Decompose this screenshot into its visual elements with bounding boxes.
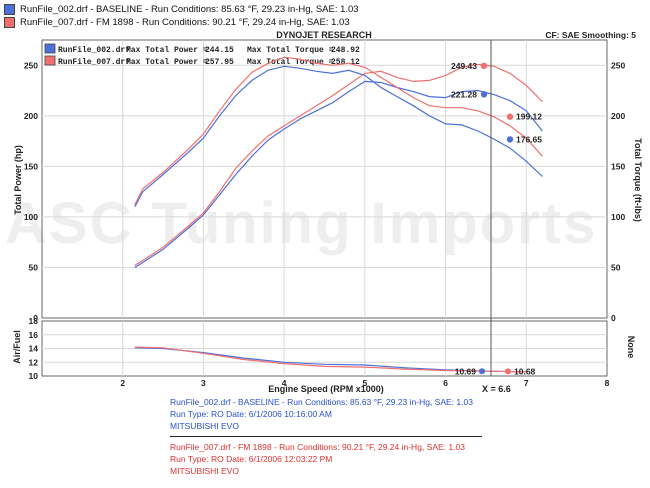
max-box-red-torque-label: Max Total Torque = (247, 58, 334, 67)
red-swatch (4, 16, 15, 28)
y-tick-afr: 14 (29, 344, 39, 354)
x-axis-title: Engine Speed (RPM x1000) (268, 384, 384, 394)
max-box-blue-power-label: Max Total Power = (126, 46, 208, 55)
y-tick-afr: 12 (29, 357, 39, 367)
y-tick-torque: 50 (611, 262, 621, 272)
cursor-marker (480, 91, 488, 98)
afr-cursor-value-label: 10.69 (455, 366, 477, 376)
red-afr-line (134, 346, 527, 373)
max-box-red-torque: 258.12 (331, 58, 360, 67)
x-tick: 2 (120, 378, 125, 388)
afr-cursor-value-label: 10.68 (514, 366, 536, 376)
y-axis-title-afr: Air/Fuel (12, 330, 22, 364)
max-box-red-power: 257.95 (205, 58, 234, 67)
main-plot-frame (41, 39, 608, 319)
x-tick: 6 (443, 378, 448, 388)
x-tick: 5 (362, 378, 367, 388)
blue-swatch (4, 3, 15, 15)
x-tick: 4 (282, 378, 287, 388)
x-tick: 3 (201, 378, 206, 388)
cursor-marker (506, 136, 514, 143)
y-tick-power: 0 (33, 313, 38, 323)
y-tick-torque: 100 (611, 212, 625, 222)
max-box-blue-file: RunFile_002.drf (58, 46, 130, 55)
y-tick-power: 200 (24, 111, 38, 121)
header-run-red: RunFile_007.drf - FM 1898 - Run Conditio… (4, 16, 350, 28)
cursor-value-label: 199.12 (516, 112, 542, 122)
y-axis-title-power: Total Power (hp) (13, 145, 23, 215)
y-tick-torque: 0 (611, 313, 616, 323)
y-tick-power: 150 (24, 161, 38, 171)
blue-torque-line (134, 65, 543, 208)
y-tick-power: 250 (24, 60, 38, 70)
afr-cursor-marker (505, 368, 511, 375)
y-axis-title-none: None (626, 336, 636, 359)
y-tick-torque: 250 (611, 60, 625, 70)
y-tick-torque: 200 (611, 111, 625, 121)
y-tick-torque: 150 (611, 161, 625, 171)
watermark-text: ASC Tuning Imports (5, 191, 597, 256)
header-run-red-text: RunFile_007.drf - FM 1898 - Run Conditio… (20, 16, 350, 28)
y-tick-afr: 10 (29, 371, 39, 381)
blue-power-line (134, 80, 543, 269)
max-box-blue: RunFile_002.drf Max Total Power = 244.15… (44, 43, 360, 55)
max-box-blue-torque-label: Max Total Torque = (247, 46, 334, 55)
max-box-red: RunFile_007.drf Max Total Power = 257.95… (44, 55, 360, 67)
cursor-value-label: 176.65 (516, 134, 542, 144)
run-info-red-line-3: MITSUBISHI EVO (170, 466, 239, 476)
red-torque-line (134, 56, 543, 206)
y-tick-power: 50 (29, 262, 39, 272)
max-box-red-file: RunFile_007.drf (58, 58, 130, 67)
cursor-marker (506, 113, 514, 120)
run-info-red-line-1: RunFile_007.drf - FM 1898 - Run Conditio… (170, 442, 465, 452)
run-info-blue-line-1: RunFile_002.drf - BASELINE - Run Conditi… (170, 397, 473, 407)
cursor-label: X = 6.6 (482, 384, 511, 394)
red-power-line (134, 63, 543, 266)
header-run-blue: RunFile_002.drf - BASELINE - Run Conditi… (4, 3, 359, 15)
cursor-value-label: 221.28 (451, 89, 477, 99)
run-info-blue-line-3: MITSUBISHI EVO (170, 421, 239, 431)
afr-cursor-marker (479, 368, 485, 375)
run-info-blue: RunFile_002.drf - BASELINE - Run Conditi… (170, 396, 473, 432)
max-box-red-power-label: Max Total Power = (126, 58, 208, 67)
y-tick-afr: 18 (29, 316, 39, 326)
y-tick-afr: 16 (29, 330, 39, 340)
max-box-blue-power: 244.15 (205, 46, 234, 55)
run-info-blue-line-2: Run Type: RO Date: 6/1/2006 10:16:00 AM (170, 409, 332, 419)
cf-smoothing: CF: SAE Smoothing: 5 (545, 30, 636, 40)
max-box-blue-torque: 248.92 (331, 46, 360, 55)
y-axis-title-torque: Total Torque (ft-lbs) (633, 138, 643, 222)
x-tick: 7 (524, 378, 529, 388)
chart-title: DYNOJET RESEARCH (276, 30, 372, 40)
run-info-red: RunFile_007.drf - FM 1898 - Run Conditio… (170, 441, 465, 477)
info-separator (170, 436, 482, 437)
x-tick: 8 (605, 378, 610, 388)
cursor-value-label: 249.43 (451, 61, 477, 71)
header-run-blue-text: RunFile_002.drf - BASELINE - Run Conditi… (20, 3, 359, 15)
run-info-red-line-2: Run Type: RO Date: 6/1/2006 12:03:22 PM (170, 454, 333, 464)
cursor-marker (480, 62, 488, 70)
y-tick-power: 100 (24, 212, 38, 222)
